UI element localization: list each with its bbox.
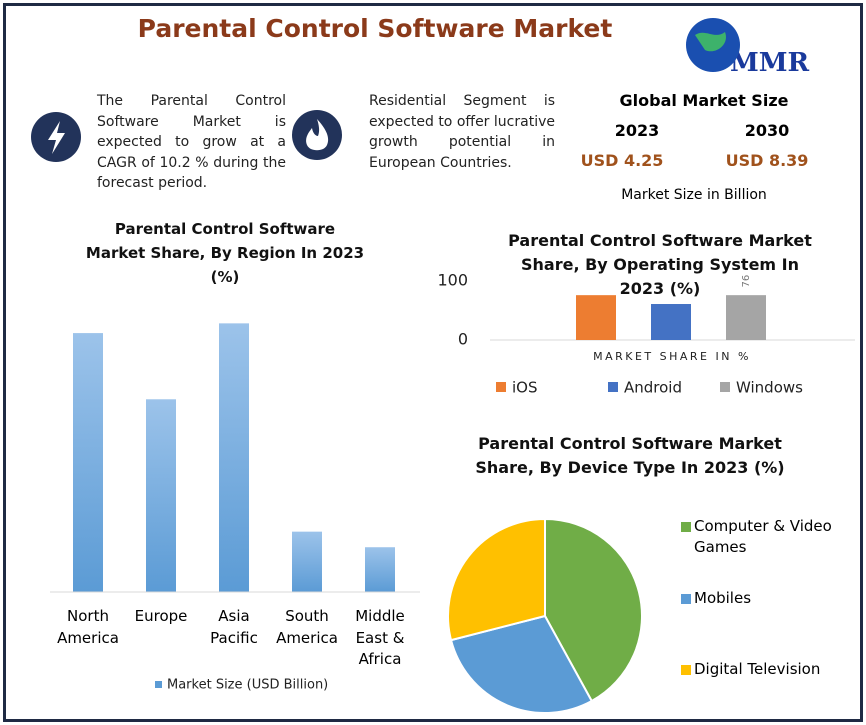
legend-swatch: [155, 681, 162, 688]
market-value: USD 4.25: [580, 151, 664, 170]
legend-label: Digital Television: [694, 660, 821, 678]
legend-swatch: [496, 382, 506, 392]
y-tick-label: 100: [437, 271, 468, 290]
x-tick-label: Middle East & Africa: [355, 607, 405, 668]
frame: [3, 3, 863, 722]
data-label: 76: [741, 275, 752, 288]
bar: [146, 399, 176, 592]
legend-label: Market Size (USD Billion): [167, 678, 328, 693]
legend-label: Mobiles: [694, 589, 752, 607]
legend-label: Computer & Video Games: [694, 517, 832, 556]
chart-title: Parental Control Software Market Share, …: [508, 231, 812, 298]
legend-swatch: [720, 382, 730, 392]
highlight-text: The Parental Control Software Market is …: [97, 93, 286, 191]
year: 2023: [614, 121, 660, 140]
market-value: USD 8.39: [725, 151, 809, 170]
highlight-text: Residential Segment is expected to offer…: [369, 93, 555, 171]
legend-label: Windows: [736, 379, 803, 397]
x-tick-label: North America: [57, 607, 119, 647]
bar: [576, 295, 616, 340]
x-tick-label: South America: [276, 607, 338, 647]
y-tick-label: 0: [458, 330, 468, 349]
logo-text: MMR: [730, 48, 810, 78]
market-size-note: Market Size in Billion: [621, 187, 767, 203]
bar: [292, 531, 322, 592]
bar: [651, 304, 691, 340]
x-axis-label: MARKET SHARE IN %: [593, 350, 751, 363]
bar: [73, 333, 103, 592]
chart-title: Parental Control Software Market Share, …: [85, 220, 365, 286]
x-tick-label: Asia Pacific: [210, 607, 258, 647]
legend-swatch: [681, 665, 691, 675]
legend-label: Android: [624, 379, 682, 397]
bar: [219, 323, 249, 592]
pie-slice: [449, 614, 594, 714]
pie-slice: [544, 517, 643, 703]
year: 2030: [744, 121, 790, 140]
icon: [306, 119, 329, 151]
icon: [48, 121, 65, 154]
market-size-title: Global Market Size: [619, 91, 789, 110]
legend-label: iOS: [512, 379, 538, 397]
legend-swatch: [608, 382, 618, 392]
legend-swatch: [681, 594, 691, 604]
bar: [726, 295, 766, 340]
pie-slice: [447, 517, 546, 642]
icon: [292, 110, 342, 160]
bar: [365, 547, 395, 592]
logo-globe: [695, 32, 726, 52]
page-title: Parental Control Software Market: [137, 14, 613, 43]
legend-swatch: [681, 522, 691, 532]
x-tick-label: Europe: [134, 607, 188, 625]
chart-title: Parental Control Software Market Share, …: [475, 434, 785, 477]
